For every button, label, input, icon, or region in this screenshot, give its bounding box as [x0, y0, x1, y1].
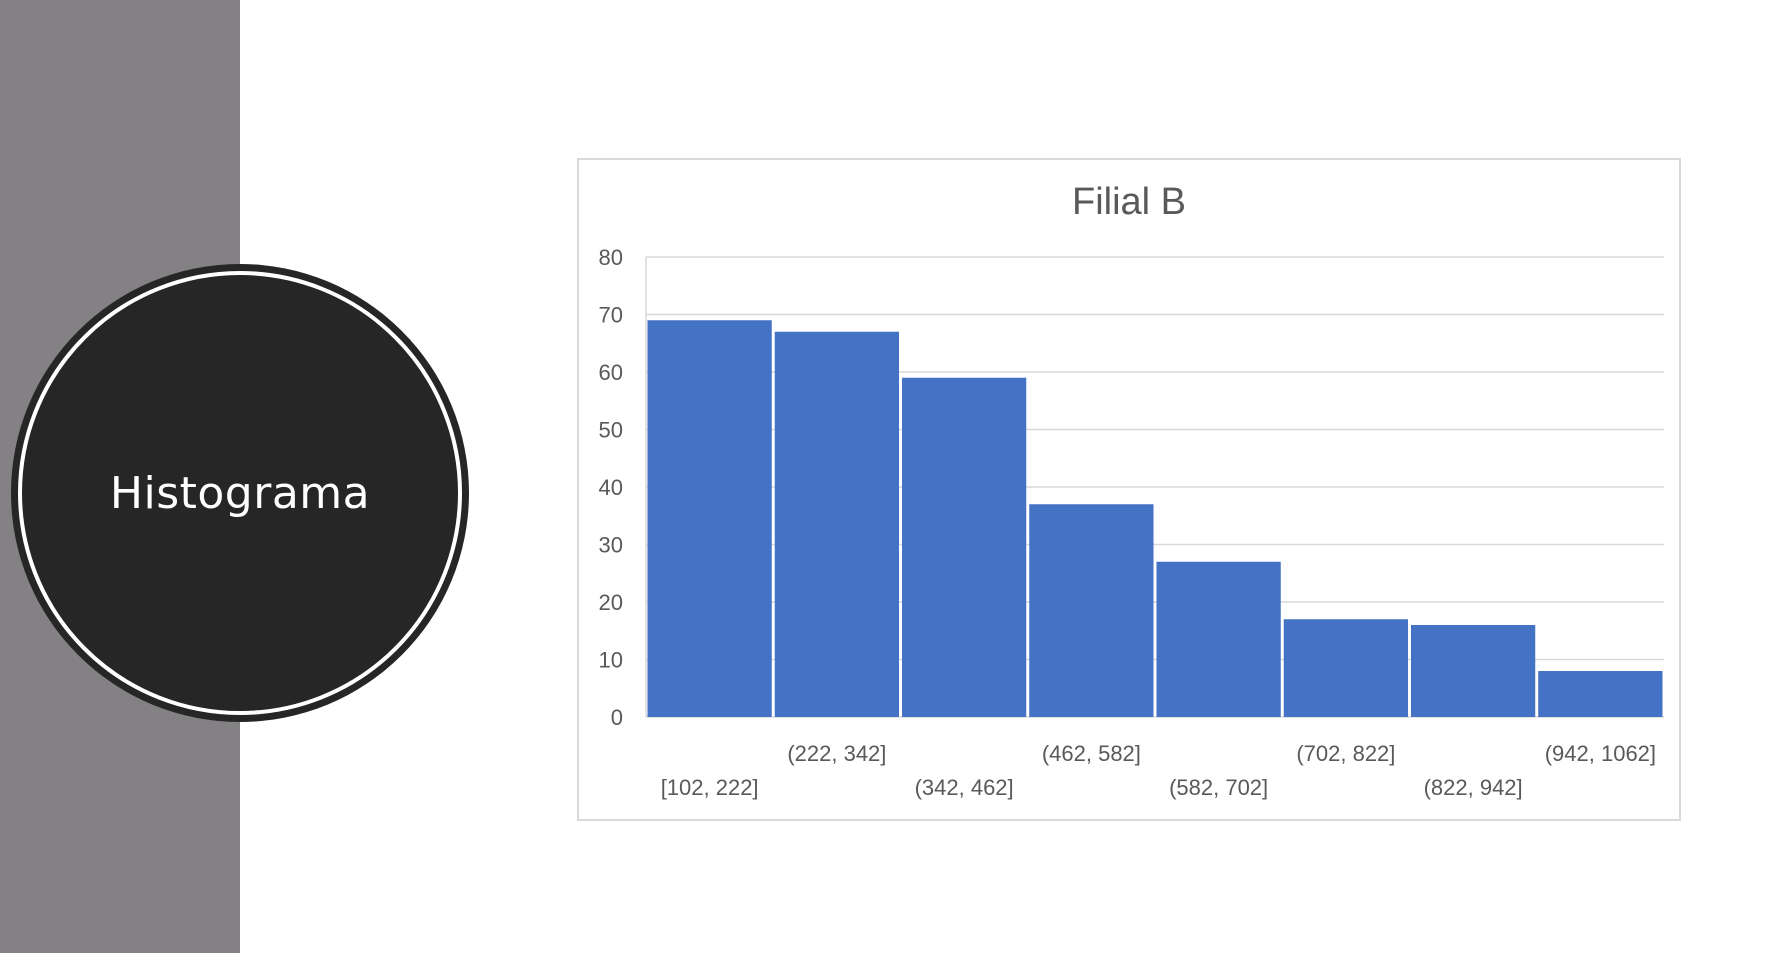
y-tick-label: 70	[599, 303, 623, 328]
chart-title: Filial B	[1072, 181, 1186, 223]
chart-frame: Filial B 0 10 20 30 40 50 60 70 80 [102, 222] (22…	[577, 158, 1681, 821]
histogram-bar	[1538, 671, 1663, 717]
histogram-bar	[902, 377, 1027, 717]
x-tick-label: (582, 702]	[1169, 775, 1268, 800]
bars	[647, 320, 1663, 717]
y-axis-ticks: 0 10 20 30 40 50 60 70 80	[599, 245, 623, 730]
slide-title: Histograma	[109, 467, 371, 519]
x-tick-label: (942, 1062]	[1545, 741, 1656, 766]
y-tick-label: 50	[599, 418, 623, 443]
y-tick-label: 0	[611, 705, 623, 730]
x-tick-label: (822, 942]	[1424, 775, 1523, 800]
y-tick-label: 20	[599, 590, 623, 615]
histogram-bar	[647, 320, 772, 717]
x-tick-label: (342, 462]	[915, 775, 1014, 800]
histogram-bar	[1283, 619, 1408, 717]
x-tick-label: (462, 582]	[1042, 741, 1141, 766]
histogram-bar	[1411, 625, 1536, 717]
x-tick-label: [102, 222]	[661, 775, 759, 800]
y-tick-label: 30	[599, 533, 623, 558]
x-axis-ticks: [102, 222] (222, 342] (342, 462] (462, 582]…	[661, 741, 1656, 800]
x-tick-label: (222, 342]	[787, 741, 886, 766]
x-tick-label: (702, 822]	[1296, 741, 1395, 766]
histogram-bar	[774, 331, 899, 717]
y-tick-label: 10	[599, 648, 623, 673]
histogram-bar	[1029, 504, 1154, 717]
y-tick-label: 60	[599, 360, 623, 385]
title-circle-ring	[18, 271, 462, 715]
histogram-bar	[1156, 561, 1281, 717]
histogram-chart: Filial B 0 10 20 30 40 50 60 70 80 [102, 222] (22…	[599, 181, 1664, 800]
y-tick-label: 80	[599, 245, 623, 270]
y-tick-label: 40	[599, 475, 623, 500]
